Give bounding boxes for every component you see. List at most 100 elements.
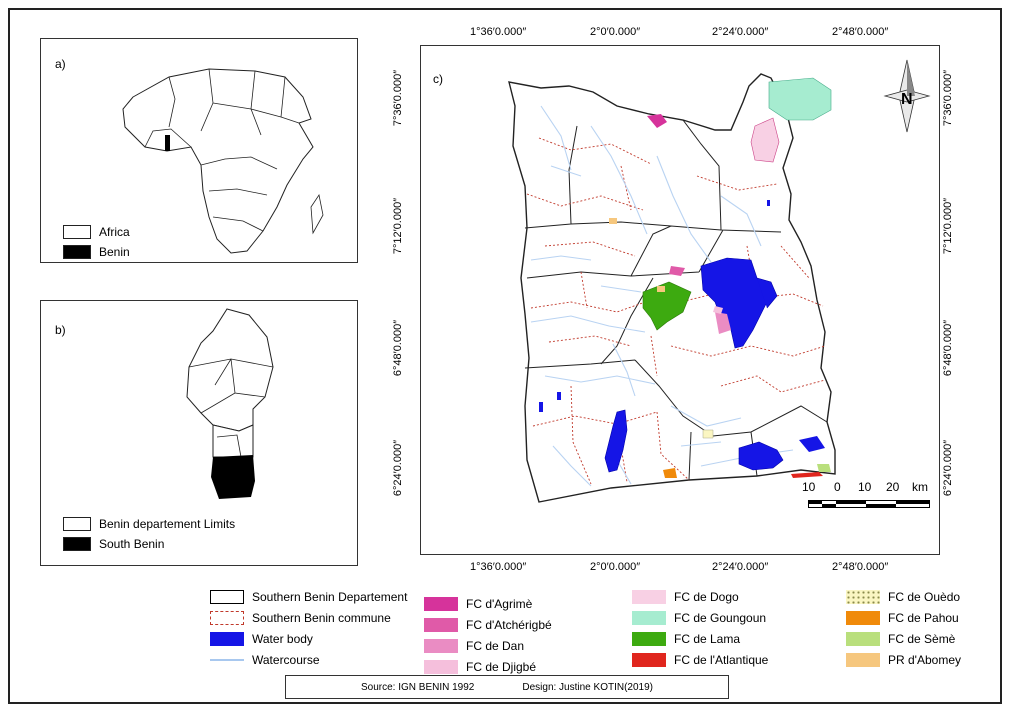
panel-b-legend: Benin departement Limits South Benin [63, 517, 235, 551]
fc-dogo-swatch [632, 589, 666, 604]
benin-map [186, 308, 274, 499]
legend-item-commune: Southern Benin commune [210, 607, 407, 628]
latitude-label-right: 6°24′0.000″ [942, 439, 955, 497]
fc-goungoun [768, 77, 832, 121]
fc-lama-swatch [632, 631, 666, 646]
legend-item-fc-ouedo: FC de Ouèdo [846, 586, 961, 607]
panel-southern-benin: c) N [420, 45, 940, 555]
legend-item-watercourse: Watercourse [210, 649, 407, 670]
fc-dan-swatch [424, 638, 458, 653]
pr-abomey [609, 218, 617, 224]
legend-label: FC de Djigbé [466, 659, 537, 674]
legend-column-3: FC de Dogo FC de Goungoun FC de Lama FC … [632, 586, 768, 670]
fc-ouedo [702, 429, 714, 439]
south-benin-swatch [63, 537, 91, 551]
benin-swatch [63, 245, 91, 259]
north-arrow: N [883, 59, 931, 133]
legend-item-pr-abomey: PR d'Abomey [846, 649, 961, 670]
scale-label: 0 [834, 480, 841, 494]
watercourse-swatch [210, 658, 244, 661]
source-text: Source: IGN BENIN 1992 [360, 681, 475, 693]
longitude-label-bottom: 2°24′0.000″ [712, 561, 769, 573]
scale-bar [808, 500, 932, 512]
fc-atcherigbe [669, 266, 685, 276]
fc-atcherigbe-swatch [424, 617, 458, 632]
departement-swatch [210, 589, 244, 604]
longitude-label-bottom: 2°0′0.000″ [590, 561, 641, 573]
legend-label: FC de Goungoun [674, 610, 767, 625]
legend-label: PR d'Abomey [888, 652, 961, 667]
longitude-label-bottom: 2°48′0.000″ [832, 561, 889, 573]
fc-djigbe [713, 306, 723, 314]
legend-item-fc-agrime: FC d'Agrimè [424, 593, 552, 614]
south-benin-highlight [211, 455, 255, 499]
fc-goungoun-swatch [632, 610, 666, 625]
legend-item-water-body: Water body [210, 628, 407, 649]
scale-label: 10 [858, 480, 872, 494]
panel-a-legend: Africa Benin [63, 225, 130, 259]
fc-dan [715, 312, 731, 334]
longitude-label-top: 2°48′0.000″ [832, 26, 889, 38]
latitude-label-right: 7°12′0.000″ [942, 197, 955, 255]
legend-label: FC d'Atchérigbé [466, 617, 552, 632]
panel-a-label: a) [55, 57, 66, 71]
fc-pahou-swatch [846, 610, 880, 625]
legend-label: Benin [99, 245, 130, 259]
southern-benin-map: N [508, 59, 931, 503]
design-text: Design: Justine KOTIN(2019) [522, 681, 653, 693]
africa-swatch [63, 225, 91, 239]
legend-item-fc-atcherigbe: FC d'Atchérigbé [424, 614, 552, 635]
africa-map [122, 68, 324, 254]
longitude-label-top: 2°24′0.000″ [712, 26, 769, 38]
benin-outline [186, 308, 274, 432]
water-body-lac-nokoue [738, 441, 784, 471]
legend-column-4: FC de Ouèdo FC de Pahou FC de Sèmè PR d'… [846, 586, 961, 670]
legend-item-benin-departement-limits: Benin departement Limits [63, 517, 235, 531]
longitude-label-bottom: 1°36′0.000″ [470, 561, 527, 573]
legend-label: FC de Pahou [888, 610, 959, 625]
legend-label: FC de Sèmè [888, 631, 956, 646]
legend-column-2: FC d'Agrimè FC d'Atchérigbé FC de Dan FC… [424, 593, 552, 677]
legend-item-fc-goungoun: FC de Goungoun [632, 607, 768, 628]
legend-label: Water body [252, 631, 313, 646]
departement-limits-swatch [63, 517, 91, 531]
legend-item-fc-dan: FC de Dan [424, 635, 552, 656]
legend-item-departement: Southern Benin Departement [210, 586, 407, 607]
water-body-swatch [210, 631, 244, 646]
fc-dogo [750, 117, 780, 163]
legend-label: Southern Benin Departement [252, 589, 408, 604]
fc-ouedo-swatch [846, 589, 880, 604]
latitude-label-right: 6°48′0.000″ [942, 319, 955, 377]
legend-label: Southern Benin commune [252, 610, 391, 625]
fc-atlantique [791, 472, 823, 478]
legend-item-fc-seme: FC de Sèmè [846, 628, 961, 649]
latitude-label-left: 6°48′0.000″ [392, 319, 405, 377]
legend-item-fc-lama: FC de Lama [632, 628, 768, 649]
legend-label: FC de Dogo [674, 589, 739, 604]
legend-label: FC de Dan [466, 638, 525, 653]
legend-label: FC de Ouèdo [888, 589, 961, 604]
fc-agrime-swatch [424, 596, 458, 611]
source-box: Source: IGN BENIN 1992 Design: Justine K… [285, 675, 729, 699]
fc-djigbe-swatch [424, 659, 458, 674]
fc-seme [817, 464, 831, 472]
legend-label: South Benin [99, 537, 165, 551]
pr-abomey-swatch [846, 652, 880, 667]
benin-highlight [165, 135, 170, 151]
legend-item-benin: Benin [63, 245, 130, 259]
legend-label: FC de l'Atlantique [674, 652, 769, 667]
panel-benin: b) Benin departement Limits South Benin [40, 300, 358, 566]
water-body-lac-nokoue-north [700, 257, 770, 349]
legend-item-fc-pahou: FC de Pahou [846, 607, 961, 628]
legend-item-fc-djigbe: FC de Djigbé [424, 656, 552, 677]
legend-label: FC d'Agrimè [466, 596, 533, 611]
north-letter: N [901, 91, 913, 108]
legend-item-south-benin: South Benin [63, 537, 235, 551]
water-body-lac-aheme [604, 409, 628, 473]
panel-c-label: c) [433, 72, 443, 86]
legend-label: Africa [99, 225, 130, 239]
legend-label: FC de Lama [674, 631, 741, 646]
fc-agrime [647, 114, 667, 128]
longitude-label-top: 1°36′0.000″ [470, 26, 527, 38]
fc-seme-swatch [846, 631, 880, 646]
